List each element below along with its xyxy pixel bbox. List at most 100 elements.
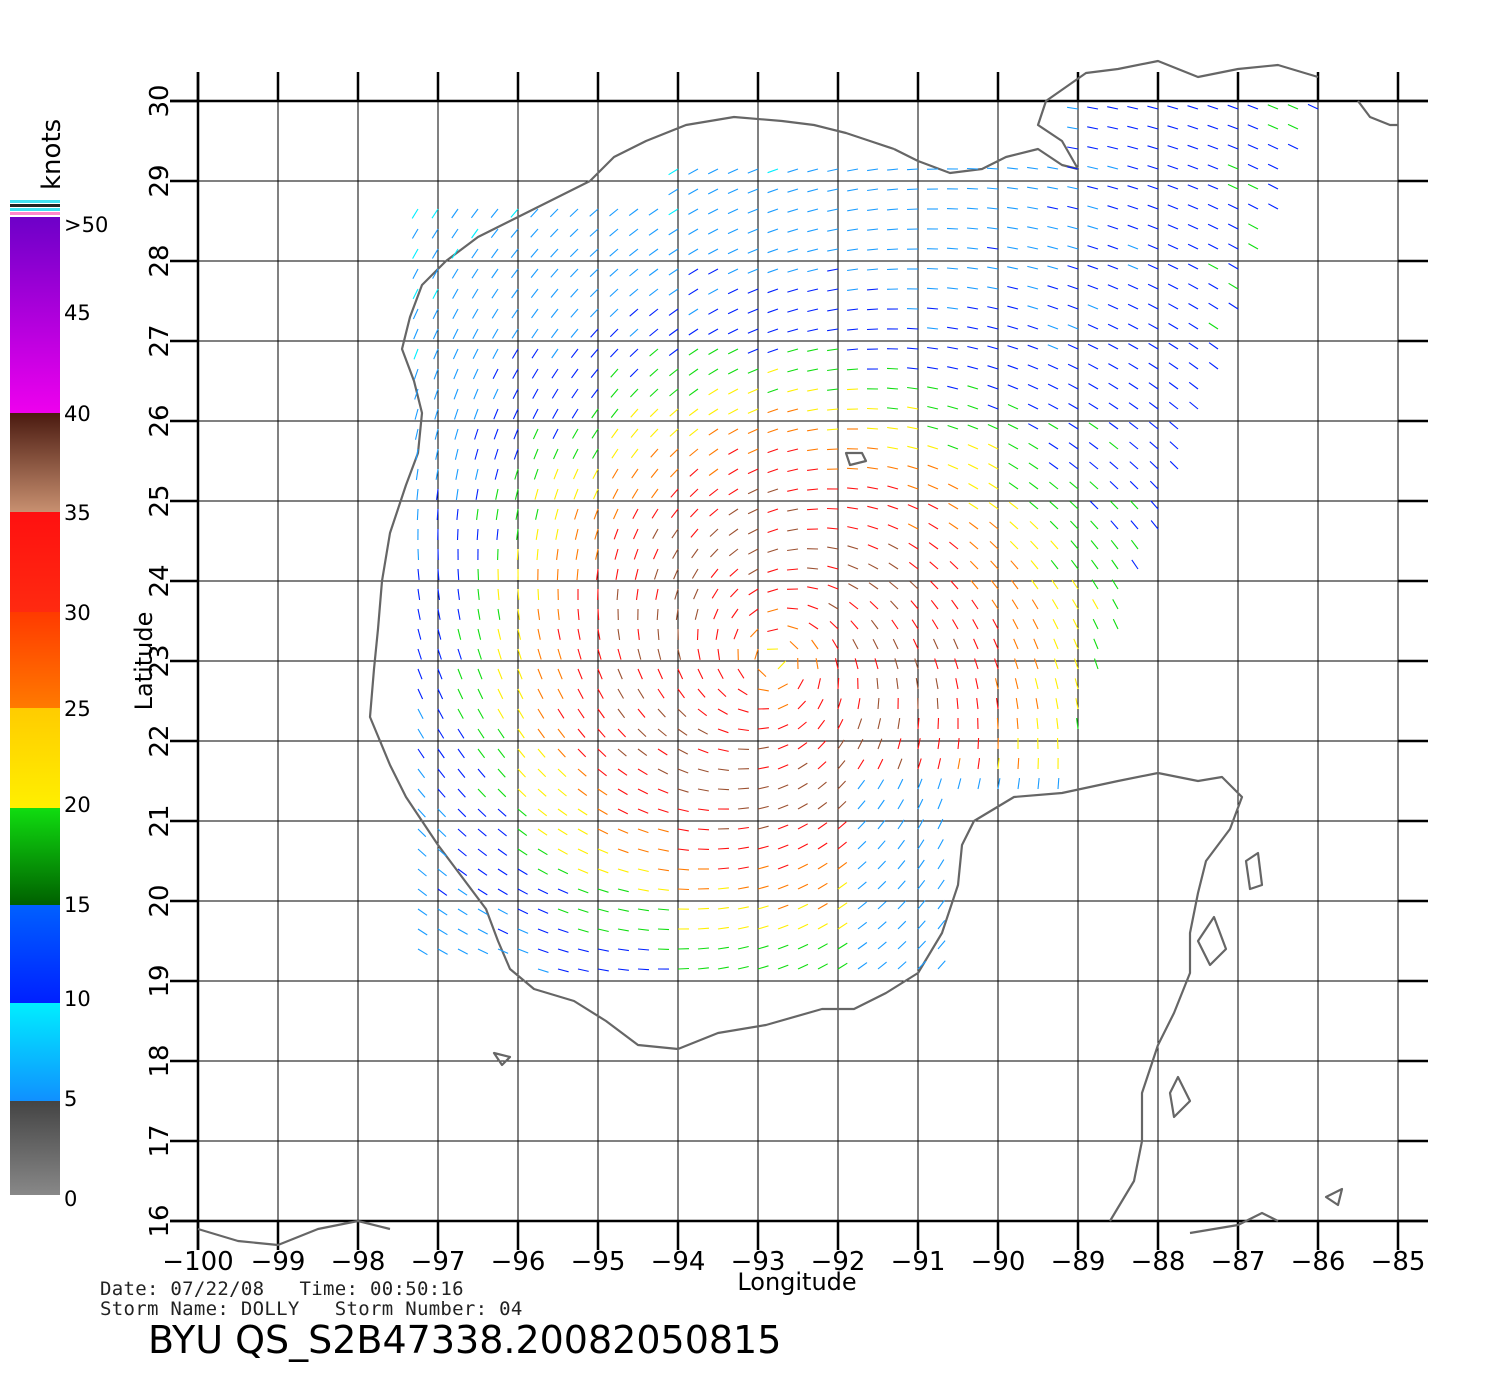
wind-vector xyxy=(797,782,808,790)
colorbar-stripe xyxy=(10,212,60,215)
wind-vector xyxy=(688,248,699,256)
wind-vector xyxy=(1109,461,1119,470)
wind-vector xyxy=(709,508,719,517)
wind-vector xyxy=(490,228,499,239)
wind-vector xyxy=(493,428,499,440)
wind-vector xyxy=(807,448,819,452)
wind-vector xyxy=(708,328,719,335)
wind-vector xyxy=(927,405,939,410)
wind-vector xyxy=(1017,778,1021,790)
wind-vector xyxy=(707,208,719,215)
wind-vector xyxy=(1048,403,1059,410)
wind-vector xyxy=(797,863,809,870)
wind-vector xyxy=(787,548,799,552)
wind-vector xyxy=(834,658,839,670)
wind-vector xyxy=(492,388,499,400)
wind-vector xyxy=(517,868,528,876)
wind-vector xyxy=(637,648,642,660)
wind-vector xyxy=(747,368,759,374)
wind-vector xyxy=(517,688,524,700)
wind-vector xyxy=(688,268,699,276)
wind-vector xyxy=(717,847,730,850)
colorbar-label: 0 xyxy=(64,1187,77,1211)
wind-vector xyxy=(937,738,941,750)
wind-vector xyxy=(557,748,566,758)
wind-vector xyxy=(717,688,727,697)
wind-vector xyxy=(747,448,759,455)
wind-vector xyxy=(511,288,519,299)
wind-vector xyxy=(648,228,659,236)
wind-vector xyxy=(817,882,828,890)
wind-vector xyxy=(477,628,482,640)
wind-vector xyxy=(517,788,527,797)
wind-vector xyxy=(967,385,979,390)
wind-vector xyxy=(909,581,919,590)
wind-vector xyxy=(996,717,999,730)
wind-vector xyxy=(557,708,565,719)
wind-vector xyxy=(1187,105,1199,110)
pacific-coastline xyxy=(197,1219,391,1247)
wind-vector xyxy=(1127,185,1139,190)
wind-vector xyxy=(433,348,439,360)
wind-vector xyxy=(807,248,819,253)
wind-vector xyxy=(511,348,519,359)
wind-vector xyxy=(569,208,579,217)
wind-vector xyxy=(554,508,559,520)
wind-vector xyxy=(472,348,479,360)
wind-vector xyxy=(577,728,586,738)
wind-vector xyxy=(1247,124,1259,130)
wind-vector xyxy=(531,368,539,379)
wind-vector xyxy=(757,965,769,970)
wind-vector xyxy=(887,504,899,510)
wind-vector xyxy=(1148,323,1159,330)
wind-vector xyxy=(637,728,647,737)
wind-vector xyxy=(1030,540,1039,550)
wind-vector xyxy=(1267,163,1279,170)
wind-vector xyxy=(517,908,529,915)
wind-vector xyxy=(767,468,779,474)
wind-vector xyxy=(451,248,459,259)
wind-vector xyxy=(577,648,582,660)
wind-vector xyxy=(514,488,519,500)
wind-vector xyxy=(947,326,959,330)
wind-vector xyxy=(437,748,445,759)
wind-vector xyxy=(1167,125,1179,130)
wind-vector xyxy=(517,948,529,954)
wind-vector xyxy=(1187,204,1199,210)
wind-vector xyxy=(517,928,529,934)
wind-vector xyxy=(417,688,424,700)
wind-vector xyxy=(1169,421,1179,430)
wind-vector xyxy=(515,508,519,520)
wind-vector xyxy=(710,568,719,578)
wind-vector xyxy=(677,848,689,851)
wind-vector xyxy=(1127,244,1139,250)
wind-vector xyxy=(957,758,961,770)
wind-vector xyxy=(688,188,699,195)
wind-vector xyxy=(807,368,819,372)
wind-vector xyxy=(728,548,739,557)
wind-vector xyxy=(747,188,759,194)
y-tick-label: 27 xyxy=(145,324,175,357)
wind-vector xyxy=(767,388,779,394)
wind-vector xyxy=(797,943,809,950)
wind-vector xyxy=(477,868,488,876)
wind-vector xyxy=(837,942,848,950)
island-outline xyxy=(1196,915,1228,967)
wind-vector xyxy=(417,908,428,916)
wind-vector xyxy=(597,728,606,738)
wind-vector xyxy=(827,288,839,292)
wind-vector xyxy=(609,288,619,297)
wind-vector xyxy=(767,268,779,274)
wind-vector xyxy=(1033,638,1039,650)
wind-vector xyxy=(437,688,444,700)
wind-vector xyxy=(1067,106,1079,110)
x-tick-label: −98 xyxy=(331,1247,386,1277)
wind-vector xyxy=(827,308,839,312)
wind-vector xyxy=(797,883,809,890)
wind-vector xyxy=(967,247,979,250)
wind-vector xyxy=(837,801,847,810)
wind-vector xyxy=(886,367,899,370)
wind-vector xyxy=(937,818,944,830)
wind-vector xyxy=(917,717,920,730)
wind-vector xyxy=(1107,205,1119,210)
